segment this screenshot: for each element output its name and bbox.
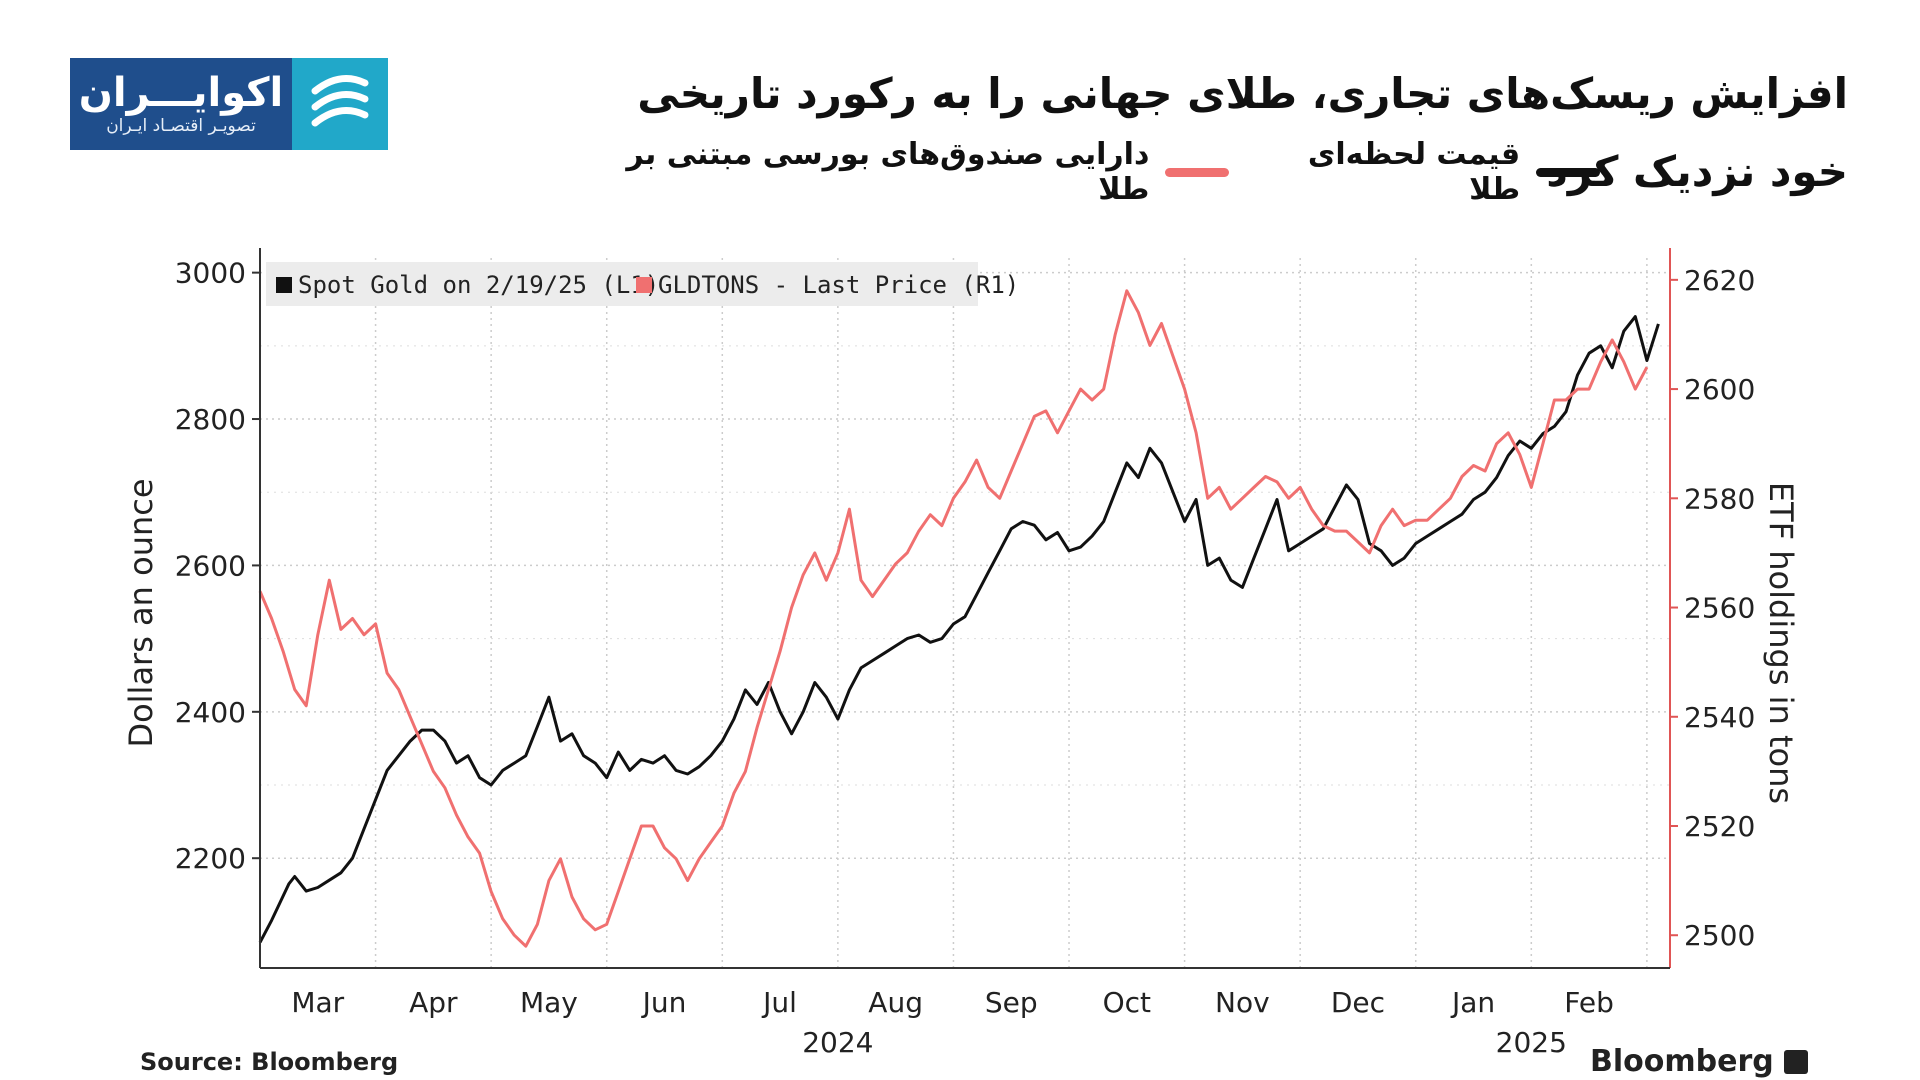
right-tick-label: 2600 [1684, 373, 1755, 406]
legend-label-spot-gold: قیمت لحظه‌ای طلا [1307, 137, 1521, 207]
x-year-label: 2025 [1496, 1026, 1567, 1059]
left-tick-label: 2200 [175, 842, 246, 875]
x-tick-label: Mar [291, 986, 344, 1019]
x-tick-label: Feb [1564, 986, 1614, 1019]
left-axis-title: Dollars an ounce [122, 478, 160, 747]
legend-item-etf: دارایی صندوق‌های بورسی مبتنی بر طلا [600, 137, 1230, 207]
x-tick-label: Nov [1215, 986, 1270, 1019]
legend-text-spot-gold: Spot Gold on 2/19/25 (L1) [298, 271, 659, 299]
chart-legend: Spot Gold on 2/19/25 (L1)GLDTONS - Last … [266, 262, 1019, 306]
right-tick-label: 2620 [1684, 264, 1755, 297]
bloomberg-brand: Bloomberg [1590, 1044, 1808, 1079]
left-tick-label: 3000 [175, 257, 246, 290]
x-tick-label: Jul [761, 986, 797, 1019]
grid [259, 258, 1670, 968]
x-tick-label: May [520, 986, 578, 1019]
x-tick-label: Sep [985, 986, 1038, 1019]
persian-legend: قیمت لحظه‌ای طلا دارایی صندوق‌های بورسی … [600, 137, 1600, 207]
right-axis-title: ETF holdings in tons [1762, 482, 1800, 804]
x-year-label: 2024 [802, 1026, 873, 1059]
legend-marker-spot-gold [276, 277, 292, 293]
legend-item-spot-gold: قیمت لحظه‌ای طلا [1263, 137, 1600, 207]
x-tick-label: Dec [1331, 986, 1385, 1019]
axes-layer: 2200 2400 2600 2800 3000 2500 2520 2540 2560 2580… [122, 248, 1800, 1059]
chart-title: افزایش ریسک‌های تجاری، طلای جهانی را به … [637, 69, 1848, 196]
left-tick-label: 2600 [175, 549, 246, 582]
swoosh-icon [311, 75, 369, 127]
x-tick-label: Apr [409, 986, 458, 1019]
legend-marker-gldtons [636, 277, 652, 293]
right-tick-label: 2540 [1684, 701, 1755, 734]
right-tick-label: 2500 [1684, 919, 1755, 952]
left-tick-label: 2800 [175, 403, 246, 436]
x-tick-label: Oct [1103, 986, 1151, 1019]
logo-text: اکوایـــران تصویـر اقتصـاد ایـران [70, 58, 292, 150]
series-line-etf-holdings [258, 289, 1649, 948]
legend-label-etf: دارایی صندوق‌های بورسی مبتنی بر طلا [626, 137, 1150, 207]
x-tick-label: Jun [641, 986, 687, 1019]
legend-text-gldtons: GLDTONS - Last Price (R1) [658, 271, 1019, 299]
series-line-spot-gold [258, 315, 1660, 944]
bloomberg-terminal-icon [1783, 1049, 1808, 1074]
series-layer [258, 289, 1660, 948]
ecoiran-logo: اکوایـــران تصویـر اقتصـاد ایـران [70, 58, 388, 150]
right-tick-label: 2520 [1684, 810, 1755, 843]
legend-swatch-spot-gold [1536, 167, 1600, 177]
legend-swatch-etf [1165, 167, 1230, 177]
source-note: Source: Bloomberg [140, 1048, 399, 1076]
left-tick-label: 2400 [175, 696, 246, 729]
brand-name: Bloomberg [1590, 1044, 1774, 1079]
x-tick-label: Jan [1450, 986, 1495, 1019]
right-tick-label: 2560 [1684, 592, 1755, 625]
logo-name: اکوایـــران [78, 70, 284, 116]
logo-subtitle: تصویـر اقتصـاد ایـران [106, 116, 256, 136]
x-tick-label: Aug [868, 986, 923, 1019]
right-tick-label: 2580 [1684, 482, 1755, 515]
logo-mark-icon [292, 58, 388, 150]
chart-legend-background [266, 262, 978, 306]
